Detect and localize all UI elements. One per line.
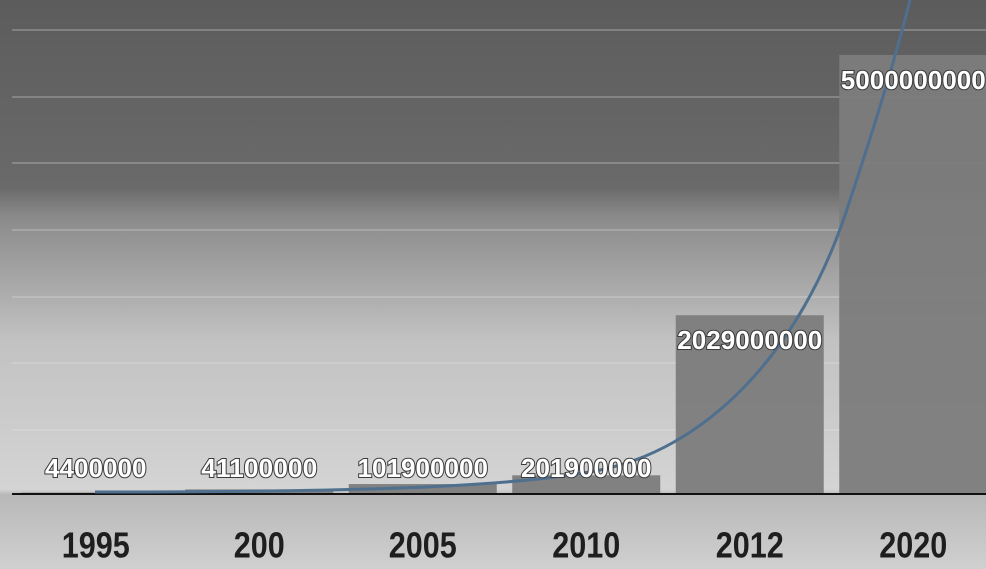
labels: 4400000 1995 41100000 200 101900000 2005 20190… <box>44 64 986 566</box>
bar <box>512 475 661 493</box>
bars <box>21 55 986 493</box>
x-tick-label: 200 <box>234 525 285 566</box>
trend-curve <box>94 0 912 494</box>
value-label: 101900000 <box>358 453 489 483</box>
x-tick-label: 2012 <box>716 525 784 566</box>
value-label: 201900000 <box>521 453 652 483</box>
bar <box>839 55 986 493</box>
value-label: 4400000 <box>45 453 147 483</box>
x-tick-label: 2020 <box>879 525 947 566</box>
value-label: 5000000000 <box>841 65 986 95</box>
bar <box>675 315 824 493</box>
x-tick-label: 2005 <box>389 525 457 566</box>
x-tick-label: 1995 <box>62 525 130 566</box>
value-label: 41100000 <box>201 453 317 483</box>
value-label: 2029000000 <box>677 325 822 355</box>
x-tick-label: 2010 <box>552 525 620 566</box>
